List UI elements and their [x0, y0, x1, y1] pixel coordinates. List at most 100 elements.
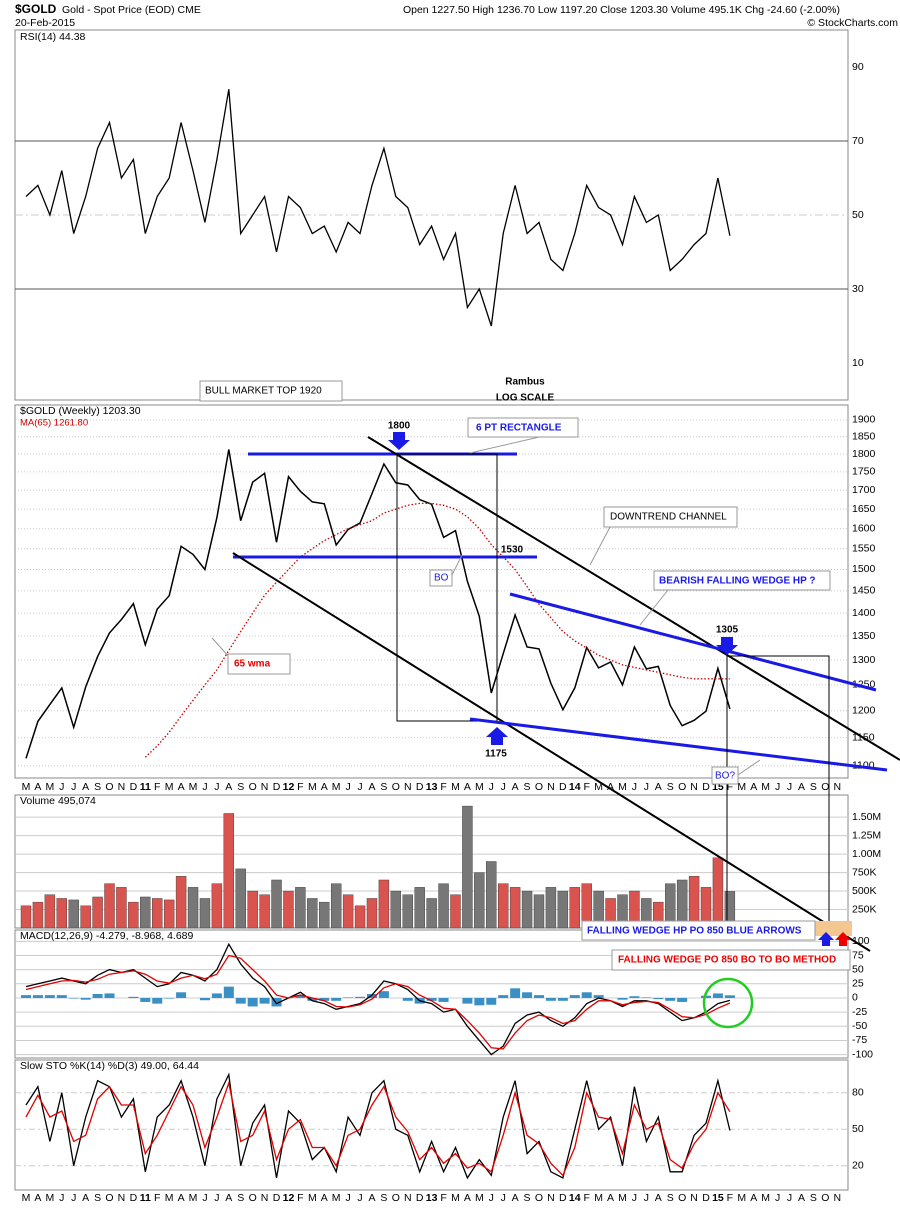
volume-bar	[140, 896, 151, 929]
x-tick-label: M	[761, 781, 770, 793]
x-tick-label: J	[345, 1192, 350, 1204]
x-tick-label: F	[727, 781, 733, 793]
volume-bar	[342, 894, 354, 929]
symbol: $GOLD	[15, 2, 57, 16]
x-tick-label: O	[678, 781, 686, 793]
x-tick-label: 13	[426, 781, 438, 793]
x-tick-label: J	[357, 781, 362, 793]
histogram-bar	[426, 997, 437, 1001]
histogram-bar	[56, 995, 67, 998]
x-tick-label: A	[225, 781, 232, 793]
histogram-bar	[44, 995, 55, 998]
x-tick-label: O	[821, 781, 829, 793]
histogram-bar	[295, 995, 306, 998]
volume-bar	[259, 894, 270, 929]
histogram-bar	[462, 997, 473, 1004]
volume-bar	[128, 901, 139, 929]
x-tick-label: O	[392, 1192, 400, 1204]
volume-bar	[68, 899, 79, 929]
volume-bar	[366, 898, 378, 929]
volume-bar	[32, 901, 44, 929]
x-tick-label: O	[105, 781, 113, 793]
x-tick-label: N	[404, 781, 412, 793]
x-tick-label: F	[154, 1192, 160, 1204]
y-tick-label: 100	[852, 935, 870, 947]
x-tick-label: M	[189, 1192, 198, 1204]
histogram-bar	[665, 997, 676, 1001]
y-tick-label: 1900	[852, 414, 876, 426]
volume-bar	[175, 876, 187, 929]
x-tick-label: A	[178, 1192, 185, 1204]
x-tick-label: 12	[283, 1192, 295, 1204]
y-tick-label: 1550	[852, 542, 876, 554]
histogram-bar	[355, 996, 366, 998]
x-tick-label: M	[22, 1192, 31, 1204]
y-tick-label: 80	[852, 1087, 864, 1099]
histogram-bar	[712, 993, 723, 998]
histogram-bar	[653, 997, 664, 1000]
volume-bar	[104, 883, 115, 929]
x-tick-label: A	[607, 1192, 614, 1204]
x-tick-label: A	[321, 1192, 328, 1204]
histogram-bar	[247, 997, 258, 1007]
volume-bar	[569, 887, 580, 929]
histogram-bar	[641, 997, 652, 998]
legend: RSI(14) 44.38	[20, 31, 86, 43]
x-tick-label: A	[512, 1192, 519, 1204]
x-tick-label: A	[750, 1192, 757, 1204]
x-tick-label: M	[165, 781, 174, 793]
x-tick-label: M	[45, 1192, 54, 1204]
volume-bar	[509, 887, 521, 929]
frames	[14, 29, 849, 1191]
histogram-bar	[235, 997, 246, 1004]
x-tick-label: F	[583, 1192, 589, 1204]
x-tick-label: J	[775, 781, 780, 793]
x-tick-label: S	[94, 1192, 101, 1204]
histogram-bar	[617, 997, 628, 1000]
x-tick-label: S	[380, 781, 387, 793]
y-tick-label: 500K	[852, 885, 877, 897]
y-tick-label: 1850	[852, 430, 876, 442]
histogram-bar	[259, 997, 270, 1004]
series-line	[25, 89, 731, 327]
y-tick-label: 1.25M	[852, 829, 881, 841]
y-tick-label: 1800	[852, 448, 876, 460]
y-tick-label: 1750	[852, 466, 876, 478]
x-tick-label: O	[249, 1192, 257, 1204]
x-tick-label: N	[833, 781, 841, 793]
volume-bar	[414, 887, 425, 929]
x-tick-label: A	[464, 781, 471, 793]
volume-bar	[521, 890, 533, 929]
x-tick-label: M	[594, 781, 603, 793]
y-tick-label: 1350	[852, 630, 876, 642]
x-tick-label: N	[690, 1192, 698, 1204]
y-tick-label: 75	[852, 949, 864, 961]
annotation: BO?	[715, 771, 735, 782]
volume-bar	[712, 857, 724, 929]
y-tick-label: 1.50M	[852, 811, 881, 823]
y-tick-label: 25	[852, 978, 864, 990]
x-tick-label: A	[34, 781, 41, 793]
x-tick-label: S	[237, 1192, 244, 1204]
y-tick-label: -50	[852, 1020, 867, 1032]
annotations: BULL MARKET TOP 1920 Rambus LOG SCALE 18…	[199, 377, 851, 971]
histogram-bar	[569, 995, 580, 998]
y-tick-label: 1300	[852, 654, 876, 666]
x-tick-label: 12	[283, 781, 295, 793]
histogram-bar	[522, 992, 533, 998]
volume-bar	[116, 887, 127, 929]
x-tick-label: O	[535, 1192, 543, 1204]
volume-bar	[557, 890, 569, 929]
x-tick-label: A	[607, 781, 614, 793]
volume-bar	[354, 905, 366, 929]
volume-bar	[426, 898, 437, 929]
x-tick-label: F	[440, 781, 446, 793]
volume-bar	[450, 894, 461, 929]
x-tick-label: 13	[426, 1192, 438, 1204]
annotation: Rambus	[505, 377, 545, 388]
x-tick-label: J	[632, 1192, 637, 1204]
y-tick-label: 1450	[852, 585, 876, 597]
histogram-bar	[152, 997, 163, 1004]
security-name: Gold - Spot Price (EOD) CME	[62, 4, 201, 16]
